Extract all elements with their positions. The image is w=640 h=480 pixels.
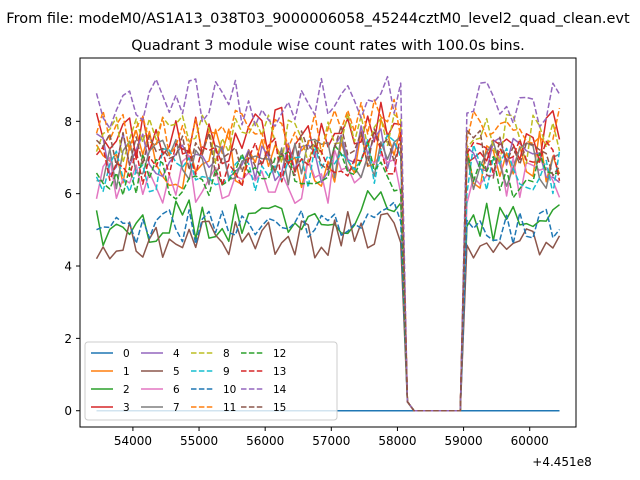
y-tick-label: 6 (64, 187, 72, 201)
legend-label-5: 5 (173, 366, 180, 378)
x-axis-ticks: 54000 55000 56000 57000 58000 59000 60000 (114, 427, 549, 448)
series-line-9 (95, 134, 561, 412)
legend-label-0: 0 (123, 348, 130, 360)
series-line-2 (95, 190, 560, 412)
x-offset-label: +4.451e8 (532, 455, 591, 469)
legend-label-7: 7 (173, 402, 180, 414)
x-tick-label: 57000 (312, 434, 350, 448)
legend-box (84, 341, 338, 421)
legend-label-10: 10 (223, 384, 236, 396)
legend-label-6: 6 (173, 384, 180, 396)
series-line-14 (95, 75, 561, 412)
plot-lines (95, 75, 561, 412)
legend-label-12: 12 (273, 348, 286, 360)
series-line-8 (95, 112, 561, 412)
x-tick-label: 55000 (180, 434, 218, 448)
x-tick-label: 60000 (511, 434, 549, 448)
series-line-12 (95, 141, 560, 412)
legend-label-1: 1 (123, 366, 130, 378)
legend-label-8: 8 (223, 348, 230, 360)
y-tick-label: 8 (64, 115, 72, 129)
y-axis-ticks: 0 2 4 6 8 (64, 115, 80, 418)
legend-label-14: 14 (273, 384, 287, 396)
legend-label-13: 13 (273, 366, 286, 378)
x-tick-label: 54000 (114, 434, 152, 448)
legend-label-11: 11 (223, 402, 236, 414)
figure-suptitle: From file: modeM0/AS1A13_038T03_90000060… (6, 11, 630, 27)
x-tick-label: 58000 (378, 434, 416, 448)
plot-frame (79, 57, 577, 428)
legend-label-2: 2 (123, 384, 130, 396)
series-line-3 (95, 101, 561, 412)
legend-label-3: 3 (123, 402, 130, 414)
series-line-7 (96, 135, 560, 412)
series-line-5 (95, 210, 561, 412)
y-tick-label: 2 (64, 332, 72, 346)
legend-label-15: 15 (273, 402, 286, 414)
y-tick-label: 4 (64, 260, 72, 274)
legend-label-9: 9 (223, 366, 230, 378)
series-line-15 (95, 125, 561, 412)
chart-title: Quadrant 3 module wise count rates with … (131, 38, 525, 54)
series-line-6 (95, 149, 561, 412)
legend-label-4: 4 (173, 348, 180, 360)
series-line-10 (96, 201, 561, 412)
x-tick-label: 56000 (246, 434, 284, 448)
x-tick-label: 59000 (444, 434, 482, 448)
series-line-1 (95, 119, 561, 412)
series-line-11 (95, 98, 561, 412)
y-tick-label: 0 (64, 404, 72, 418)
